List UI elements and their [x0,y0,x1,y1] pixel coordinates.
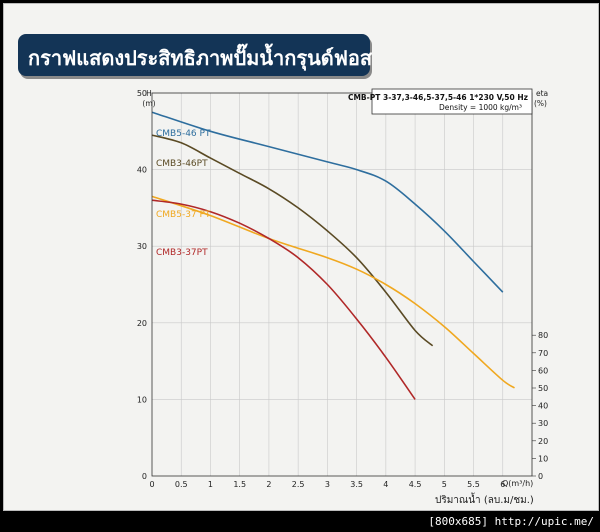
y-tick-label: 30 [137,242,147,251]
series-label-1: CMB5-46 PT [156,129,211,139]
y-axis-unit: (m) [142,99,155,108]
y-tick-label: 10 [137,395,147,404]
x-tick-label: 5 [442,480,447,489]
y2-tick-label: 70 [538,349,548,358]
x-tick-label: 2.5 [292,480,305,489]
y2-tick-label: 30 [538,419,548,428]
x-tick-label: 2 [266,480,271,489]
info-line-2: Density = 1000 kg/m³ [439,103,522,112]
y2-tick-label: 0 [538,472,543,481]
y-tick-label: 20 [137,319,147,328]
series-line-3 [151,195,515,389]
watermark-footer: [800x685] http://upic.me/ [428,515,594,528]
y2-axis-label: eta [536,89,548,98]
y-tick-label: 0 [142,472,147,481]
y2-tick-label: 10 [538,454,548,463]
y2-axis-unit: (%) [534,99,547,108]
y2-tick-label: 80 [538,331,548,340]
x-tick-label: 1 [208,480,213,489]
series-line-1 [151,111,504,293]
chart-frame [151,92,533,477]
x-tick-label: 6 [500,480,505,489]
y2-tick-label: 60 [538,366,548,375]
y2-tick-label: 40 [538,402,548,411]
series-label-3: CMB5-37 PT [156,210,211,220]
chart-grid [152,92,536,477]
x-tick-label: 4.5 [409,480,422,489]
x-tick-label: 0 [149,480,154,489]
page: กราฟแสดงประสิทธิภาพปั๊มน้ำกรุนด์ฟอส 0 0.5… [3,3,599,511]
x-tick-label: 3 [325,480,330,489]
info-line-1: CMB-PT 3-37,3-46,5-37,5-46 1*230 V,50 Hz [348,93,528,102]
x-tick-label: 3.5 [350,480,363,489]
series-line-2 [151,134,434,347]
x-axis-end-label: Q(m³/h) [502,479,533,488]
x-tick-label: 1.5 [233,480,246,489]
series-label-2: CMB3-46PT [156,159,208,169]
banner-title: กราฟแสดงประสิทธิภาพปั๊มน้ำกรุนด์ฟอส [28,46,373,70]
y-tick-label: 50 [137,89,147,98]
x-tick-label: 0.5 [175,480,188,489]
y-tick-label: 40 [137,166,147,175]
y2-tick-label: 20 [538,437,548,446]
title-banner: กราฟแสดงประสิทธิภาพปั๊มน้ำกรุนด์ฟอส [18,34,373,76]
y-axis-label: H [146,89,152,98]
x-tick-label: 4 [383,480,388,489]
x-axis-label: ปริมาณน้ำ (ลบ.ม/ชม.) [435,492,534,506]
series-label-4: CMB3-37PT [156,248,208,258]
info-box [371,88,533,115]
y2-tick-label: 50 [538,384,548,393]
x-tick-label: 5.5 [467,480,480,489]
series-line-4 [151,199,416,400]
chart-series [151,111,515,400]
